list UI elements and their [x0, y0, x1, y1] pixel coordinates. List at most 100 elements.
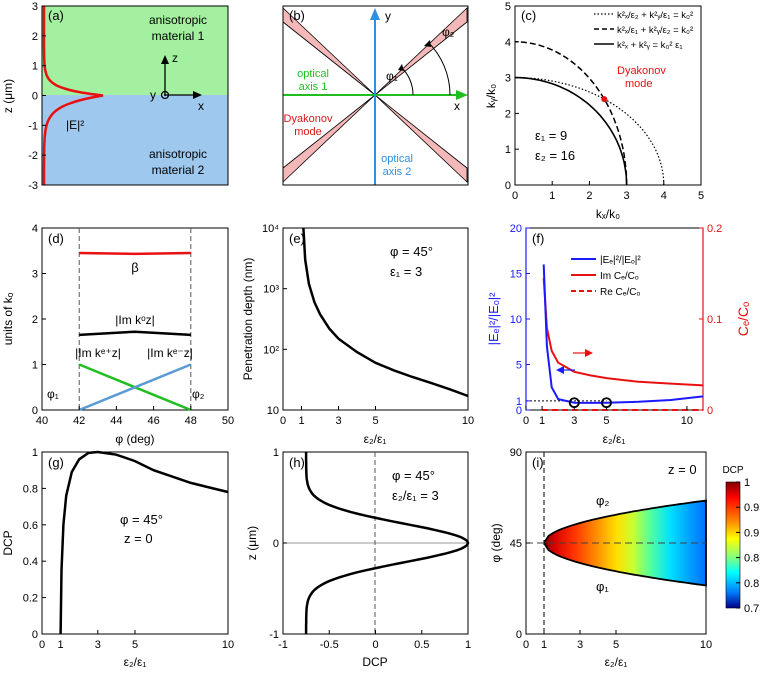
panel-a-y-tick-label: 3	[32, 1, 38, 13]
panel-h-x-tick-label: 1	[465, 639, 471, 651]
coordinate-axes: z x y	[150, 51, 204, 113]
panel-h-x-tick-label: 0.5	[414, 639, 429, 651]
material-2-line2: material 2	[152, 163, 205, 177]
phi-label: φ = 45°	[390, 244, 433, 259]
eps2-label: ε₂ = 16	[535, 148, 575, 163]
panel-c: (c) k²ₓ/ε₂ + k²ᵧ/ε₁ = k₀² k²ₓ/ε₁ + k²ᵧ/ε…	[484, 1, 704, 221]
material-2-region	[42, 95, 228, 185]
im-kze-plus-label: |Im kᵉ⁺z|	[75, 346, 121, 360]
direction-arrows	[556, 349, 593, 374]
colorbar-tick-label: 1	[744, 477, 750, 489]
panel-i: (i) z = 0 φ₂ φ₁ DCP 0.750.80.850.90.951 …	[489, 447, 760, 669]
material-1-line2: material 1	[152, 29, 205, 43]
panel-i-x-tick-label: 1	[541, 639, 547, 651]
axis-y-label: y	[150, 88, 156, 102]
colorbar-tick-label: 0.8	[744, 578, 759, 590]
panel-f-x-tick-label: 5	[603, 415, 609, 427]
phi2-arc	[427, 41, 451, 96]
dyakonov-label-line2: mode	[294, 126, 322, 138]
legend-dotted: k²ₓ/ε₂ + k²ᵧ/ε₁ = k₀²	[617, 10, 693, 21]
beta-label: β	[131, 260, 138, 275]
im-kze-minus-label: |Im kᵉ⁻z|	[147, 346, 193, 360]
y-arrow-head	[370, 8, 380, 20]
panel-h-x-tick-label: 0	[372, 639, 378, 651]
panel-f-left-tick-label: 10	[510, 314, 522, 326]
panel-i-y-tick-label: 90	[510, 447, 522, 459]
panel-c-x-tick-label: 4	[661, 190, 667, 202]
panel-a: (a) anisotropic material 1 anisotropic m…	[1, 1, 229, 192]
panel-g: (g) φ = 45° z = 0 0 1 3 5 10 00.20.40.60.81 …	[1, 447, 234, 669]
panel-e-xlabel: ε₂/ε₁	[364, 432, 387, 446]
panel-b-label: (b)	[289, 8, 305, 23]
x-arrow-head	[456, 90, 468, 100]
panel-b: (b) y x optical axis 1 optical axis 2 Dy…	[282, 5, 469, 186]
panel-f-ylabel-left: |Eₑ|²/|Eₒ|²	[486, 292, 501, 346]
dotted-ellipse	[515, 77, 665, 186]
axis-x-label: x	[198, 99, 204, 113]
material-1-region	[42, 6, 228, 95]
panel-a-ylabel: z (μm)	[1, 79, 15, 113]
solid-circle	[515, 76, 628, 185]
panel-f-right-tick-label: 0.1	[707, 314, 722, 326]
panel-d-label: (d)	[48, 231, 64, 246]
material-1-line1: anisotropic	[149, 13, 207, 27]
optical-axis-2-line1: optical	[381, 153, 413, 165]
legend-e-ratio: |Eₑ|²/|Eₒ|²	[600, 255, 641, 266]
dyakonov-wedge-lower-right	[374, 94, 468, 183]
panel-c-xticks: 0 1 2 3 4 5	[512, 181, 704, 202]
panel-c-y-tick-label: 5	[505, 1, 511, 13]
panel-e-y-tick-label: 10	[267, 405, 279, 417]
colorbar-tick-label: 0.85	[744, 553, 760, 565]
panel-e-y-tick-label: 10²	[263, 344, 279, 356]
eps1-label: ε₁ = 3	[390, 264, 422, 279]
panel-a-yticks: -3 -2 -1 0 1 2 3	[28, 1, 46, 192]
panel-e-x-tick-label: 1	[298, 415, 304, 427]
phi2-label: φ₂	[192, 387, 205, 401]
axis-z-label: z	[172, 51, 178, 65]
dyakonov-mode-line1: Dyakonov	[617, 65, 666, 77]
panel-f-label: (f)	[532, 231, 544, 246]
colorbar-tick-label: 0.75	[744, 603, 760, 615]
panel-g-y-tick-label: 0	[32, 629, 38, 641]
eps1-label: ε₁ = 9	[535, 128, 567, 143]
panel-e-x-tick-label: 5	[372, 415, 378, 427]
panel-c-legend: k²ₓ/ε₂ + k²ᵧ/ε₁ = k₀² k²ₓ/ε₁ + k²ᵧ/ε₂ = …	[594, 10, 693, 51]
panel-a-y-tick-label: -1	[28, 120, 38, 132]
dashed-ellipse	[515, 41, 628, 185]
panel-h-xticks: -1 -0.5 0 0.5 1	[278, 630, 471, 651]
legend-im: Im Cₑ/Cₒ	[600, 271, 639, 282]
panel-e-frame	[282, 227, 469, 411]
panel-d-y-tick-label: 3	[32, 269, 38, 281]
panel-i-x-tick-label: 10	[700, 639, 712, 651]
panel-d-x-tick-label: 46	[147, 415, 159, 427]
beta-curve	[79, 251, 191, 256]
panel-d: (d) β |Im kᵒz| |Im kᵉ⁺z| |Im kᵉ⁻z| φ₁ φ₂…	[1, 223, 234, 446]
dcp-curve	[59, 450, 229, 635]
panel-e-y-tick-label: 10³	[263, 284, 279, 296]
phi-label: φ = 45°	[120, 512, 163, 527]
field-label: |E|²	[66, 118, 84, 132]
panel-g-x-tick-label: 3	[95, 639, 101, 651]
panel-i-y-tick-label: 0	[516, 629, 522, 641]
panel-f-x-tick-label: 0	[523, 415, 529, 427]
panel-c-y-tick-label: 2	[505, 108, 511, 120]
panel-d-yticks: 0 1 2 3 4	[32, 223, 46, 417]
e-ratio-curve	[542, 264, 704, 404]
panel-a-y-tick-label: 0	[32, 91, 38, 103]
panel-i-label: (i)	[532, 455, 544, 470]
phi1-label: φ₁	[596, 579, 609, 594]
panel-d-x-tick-label: 48	[185, 415, 197, 427]
panel-f-xticks: 0 1 3 5 10	[523, 406, 693, 427]
panel-f-right-tick-label: 0	[707, 405, 713, 417]
panel-f-legend: |Eₑ|²/|Eₒ|² Im Cₑ/Cₒ Re Cₑ/Cₒ	[571, 255, 641, 298]
panel-i-x-tick-label: 5	[613, 639, 619, 651]
panel-d-y-tick-label: 1	[32, 360, 38, 372]
panel-c-x-tick-label: 2	[586, 190, 592, 202]
panel-h-y-tick-label: 0	[273, 538, 279, 550]
panel-e-x-tick-label: 0	[280, 415, 286, 427]
panel-e-xticks: 0 1 3 5 10	[280, 406, 474, 427]
panel-a-y-tick-label: -3	[28, 180, 38, 192]
panel-b-x-label: x	[454, 99, 460, 113]
panel-g-x-tick-label: 10	[222, 639, 234, 651]
